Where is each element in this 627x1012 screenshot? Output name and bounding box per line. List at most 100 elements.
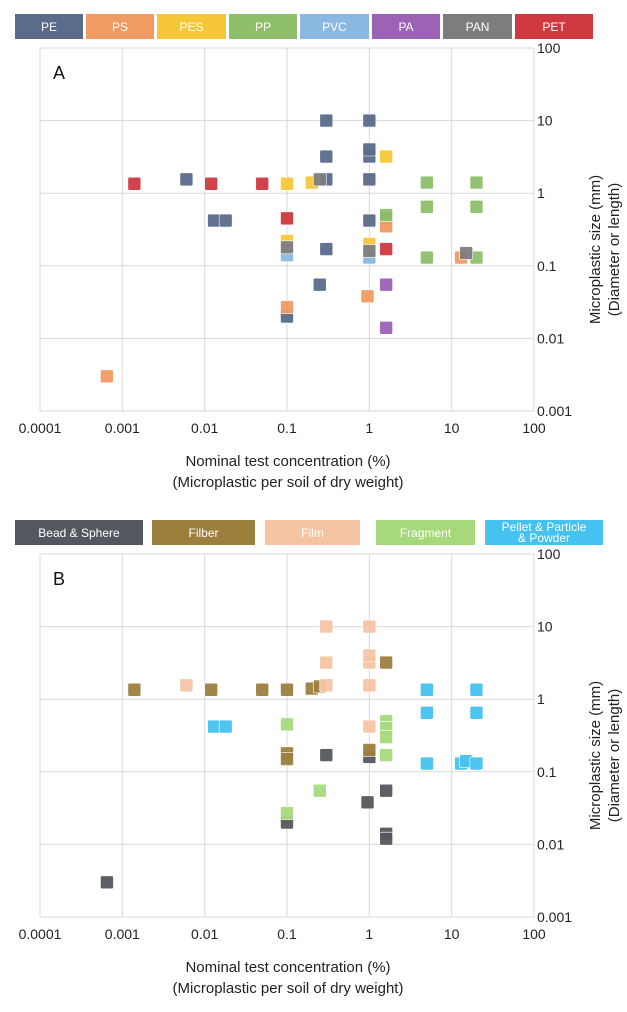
x-tick-label: 10 xyxy=(444,926,460,942)
data-point-marker xyxy=(218,213,233,228)
x-tick-label: 1 xyxy=(365,420,373,436)
data-point-marker xyxy=(362,213,377,228)
data-point-marker xyxy=(280,682,294,697)
data-point-marker xyxy=(280,717,294,732)
y-tick-label: 0.1 xyxy=(537,258,557,274)
legend-swatch xyxy=(15,14,83,39)
y-axis-label: Microplastic size (mm) xyxy=(587,681,604,830)
y-tick-label: 0.01 xyxy=(537,836,564,852)
y-tick-label: 0.1 xyxy=(537,764,557,780)
data-point-marker xyxy=(469,705,484,720)
data-point-marker xyxy=(179,678,194,693)
data-point-marker xyxy=(469,175,484,190)
y-axis-label: Microplastic size (mm) xyxy=(587,175,604,324)
data-point-marker xyxy=(127,176,142,191)
data-point-marker xyxy=(420,175,434,190)
data-point-marker xyxy=(319,113,334,128)
x-tick-label: 100 xyxy=(522,420,546,436)
legend-label: PET xyxy=(542,20,566,34)
legend-swatch xyxy=(15,520,143,545)
panel-b: 0.0001 0.001 0.01 0.1 1 10 100 0.001 0.01 0.1 1 10 1… xyxy=(0,506,627,1007)
data-point-marker xyxy=(280,300,294,314)
data-point-marker xyxy=(362,719,377,734)
legend-label: PAN xyxy=(466,20,490,34)
data-point-marker xyxy=(280,211,294,226)
legend-label: PVC xyxy=(322,20,347,34)
legend-label: PES xyxy=(179,20,203,34)
x-axis-label: Nominal test concentration (%) xyxy=(185,959,390,976)
panel-a: 0.0001 0.001 0.01 0.1 1 10 100 0.001 0.01 0.1 1 10 1… xyxy=(0,0,627,501)
scatter-chart-b: 0.0001 0.001 0.01 0.1 1 10 1000.0010.010.11101… xyxy=(15,520,623,997)
legend-label: & Powder xyxy=(518,531,570,545)
y-tick-label: 0.01 xyxy=(537,330,564,346)
y-tick-label: 10 xyxy=(537,619,553,635)
data-point-marker xyxy=(319,242,334,256)
legend-swatch xyxy=(86,14,154,39)
data-point-marker xyxy=(379,320,393,335)
x-tick-label: 0.001 xyxy=(105,420,140,436)
data-point-marker xyxy=(362,648,377,663)
data-point-marker xyxy=(420,682,434,697)
y-tick-label: 1 xyxy=(537,185,545,201)
data-point-marker xyxy=(312,277,327,292)
data-point-marker xyxy=(280,240,294,255)
data-point-marker xyxy=(469,199,484,214)
data-point-marker xyxy=(319,678,334,693)
data-point-marker xyxy=(127,682,142,697)
x-axis-label-line2: (Microplastic per soil of dry weight) xyxy=(173,474,404,491)
data-point-marker xyxy=(280,752,294,766)
x-tick-label: 0.01 xyxy=(191,420,218,436)
data-point-marker xyxy=(207,213,221,228)
data-point-marker xyxy=(179,172,194,187)
data-point-marker xyxy=(469,756,484,771)
data-point-marker xyxy=(379,655,393,670)
data-point-marker xyxy=(459,246,473,260)
x-tick-label: 0.001 xyxy=(105,926,140,942)
x-tick-label: 100 xyxy=(522,926,546,942)
data-point-marker xyxy=(319,748,334,762)
legend-swatch xyxy=(265,520,360,545)
x-tick-label: 0.0001 xyxy=(19,926,62,942)
data-point-marker xyxy=(362,142,377,157)
legend-swatch xyxy=(485,520,603,545)
x-tick-label: 1 xyxy=(365,926,373,942)
data-point-marker xyxy=(360,289,375,304)
panel-label: B xyxy=(53,569,65,589)
data-point-marker xyxy=(100,875,114,890)
data-point-marker xyxy=(360,795,375,810)
legend-swatch xyxy=(300,14,369,39)
x-tick-label: 0.01 xyxy=(191,926,218,942)
data-point-marker xyxy=(379,149,393,164)
data-point-marker xyxy=(204,682,218,697)
data-point-marker xyxy=(280,176,294,191)
data-point-marker xyxy=(280,806,294,820)
data-point-marker xyxy=(312,172,327,187)
data-point-marker xyxy=(379,748,393,762)
data-point-marker xyxy=(379,277,393,292)
data-point-marker xyxy=(379,208,393,222)
data-point-marker xyxy=(362,619,377,634)
y-tick-label: 0.001 xyxy=(537,403,572,419)
legend-label: Bead & Sphere xyxy=(38,526,120,540)
data-point-marker xyxy=(469,682,484,697)
data-point-marker xyxy=(319,619,334,634)
y-tick-label: 1 xyxy=(537,691,545,707)
x-tick-label: 0.0001 xyxy=(19,420,62,436)
legend-swatch xyxy=(443,14,512,39)
legend-swatch xyxy=(372,14,440,39)
data-point-marker xyxy=(312,783,327,798)
y-tick-label: 0.001 xyxy=(537,909,572,925)
legend-label: PE xyxy=(41,20,57,34)
legend-label: PS xyxy=(112,20,128,34)
x-axis-label: Nominal test concentration (%) xyxy=(185,453,390,470)
legend-label: PP xyxy=(255,20,271,34)
data-point-marker xyxy=(362,678,377,693)
legend-swatch xyxy=(229,14,297,39)
scatter-chart-a: 0.0001 0.001 0.01 0.1 1 10 1000.0010.010.11101… xyxy=(15,14,623,491)
data-point-marker xyxy=(420,250,434,265)
panel-label: A xyxy=(53,63,65,83)
x-tick-label: 10 xyxy=(444,420,460,436)
legend-swatch xyxy=(515,14,593,39)
data-point-marker xyxy=(379,242,393,256)
legend-label: Pellet & Particle xyxy=(502,520,587,534)
